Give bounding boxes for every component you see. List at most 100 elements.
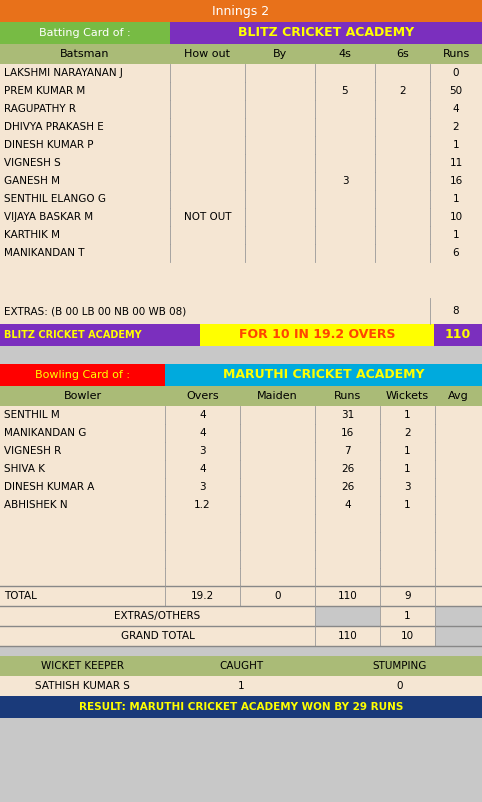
Text: VIGNESH S: VIGNESH S: [4, 158, 61, 168]
Bar: [0, 424, 165, 442]
Bar: [435, 424, 482, 442]
Bar: [430, 154, 482, 172]
Text: 10: 10: [401, 631, 414, 641]
Bar: [245, 44, 315, 64]
Bar: [0, 646, 482, 656]
Text: 19.2: 19.2: [191, 591, 214, 601]
Bar: [375, 154, 430, 172]
Bar: [245, 118, 315, 136]
Text: 11: 11: [449, 158, 463, 168]
Text: 1: 1: [238, 681, 244, 691]
Bar: [375, 100, 430, 118]
Text: Innings 2: Innings 2: [213, 5, 269, 18]
Bar: [0, 656, 165, 676]
Bar: [245, 64, 315, 82]
Bar: [435, 586, 482, 606]
Text: DHIVYA PRAKASH E: DHIVYA PRAKASH E: [4, 122, 104, 132]
Bar: [0, 100, 170, 118]
Bar: [315, 44, 375, 64]
Bar: [315, 460, 380, 478]
Bar: [375, 118, 430, 136]
Text: GANESH M: GANESH M: [4, 176, 60, 186]
Bar: [375, 244, 430, 262]
Bar: [165, 364, 482, 386]
Bar: [165, 406, 240, 424]
Text: VIGNESH R: VIGNESH R: [4, 446, 61, 456]
Text: Batting Card of :: Batting Card of :: [39, 28, 131, 38]
Bar: [315, 406, 380, 424]
Bar: [380, 586, 435, 606]
Text: MARUTHI CRICKET ACADEMY: MARUTHI CRICKET ACADEMY: [223, 368, 424, 382]
Text: Maiden: Maiden: [257, 391, 298, 401]
Bar: [0, 324, 200, 346]
Text: 8: 8: [453, 306, 459, 316]
Bar: [315, 424, 380, 442]
Bar: [0, 586, 165, 606]
Bar: [0, 606, 315, 626]
Bar: [380, 460, 435, 478]
Bar: [0, 386, 165, 406]
Text: Wickets: Wickets: [386, 391, 429, 401]
Bar: [430, 118, 482, 136]
Text: VIJAYA BASKAR M: VIJAYA BASKAR M: [4, 212, 93, 222]
Text: 1: 1: [404, 500, 411, 510]
Bar: [0, 154, 170, 172]
Text: DINESH KUMAR A: DINESH KUMAR A: [4, 482, 94, 492]
Bar: [435, 386, 482, 406]
Bar: [375, 64, 430, 82]
Bar: [0, 514, 482, 532]
Bar: [165, 442, 240, 460]
Bar: [430, 82, 482, 100]
Bar: [170, 64, 245, 82]
Text: 1: 1: [404, 611, 411, 621]
Bar: [0, 262, 482, 280]
Bar: [200, 324, 434, 346]
Bar: [165, 496, 240, 514]
Text: 6s: 6s: [396, 49, 409, 59]
Text: 4: 4: [199, 428, 206, 438]
Text: Avg: Avg: [448, 391, 469, 401]
Bar: [317, 656, 482, 676]
Bar: [375, 44, 430, 64]
Bar: [430, 44, 482, 64]
Text: WICKET KEEPER: WICKET KEEPER: [41, 661, 124, 671]
Text: 16: 16: [449, 176, 463, 186]
Text: STUMPING: STUMPING: [372, 661, 427, 671]
Bar: [170, 172, 245, 190]
Bar: [245, 100, 315, 118]
Bar: [245, 244, 315, 262]
Bar: [240, 406, 315, 424]
Bar: [0, 22, 170, 44]
Text: 31: 31: [341, 410, 354, 420]
Text: 4s: 4s: [338, 49, 351, 59]
Text: 4: 4: [453, 104, 459, 114]
Text: 110: 110: [337, 631, 357, 641]
Bar: [380, 442, 435, 460]
Bar: [375, 136, 430, 154]
Bar: [375, 190, 430, 208]
Bar: [245, 172, 315, 190]
Text: Overs: Overs: [186, 391, 219, 401]
Text: 1: 1: [404, 410, 411, 420]
Text: BLITZ CRICKET ACADEMY: BLITZ CRICKET ACADEMY: [4, 330, 142, 340]
Text: 110: 110: [445, 329, 471, 342]
Bar: [245, 82, 315, 100]
Bar: [245, 208, 315, 226]
Bar: [430, 208, 482, 226]
Bar: [0, 550, 482, 568]
Text: 4: 4: [199, 410, 206, 420]
Bar: [240, 386, 315, 406]
Bar: [0, 364, 165, 386]
Bar: [0, 346, 482, 364]
Bar: [245, 190, 315, 208]
Bar: [375, 172, 430, 190]
Text: LAKSHMI NARAYANAN J: LAKSHMI NARAYANAN J: [4, 68, 123, 78]
Text: BLITZ CRICKET ACADEMY: BLITZ CRICKET ACADEMY: [238, 26, 414, 39]
Bar: [170, 118, 245, 136]
Text: MANIKANDAN T: MANIKANDAN T: [4, 248, 84, 258]
Text: 50: 50: [449, 86, 463, 96]
Bar: [434, 324, 482, 346]
Bar: [375, 208, 430, 226]
Text: 0: 0: [396, 681, 403, 691]
Bar: [0, 696, 482, 718]
